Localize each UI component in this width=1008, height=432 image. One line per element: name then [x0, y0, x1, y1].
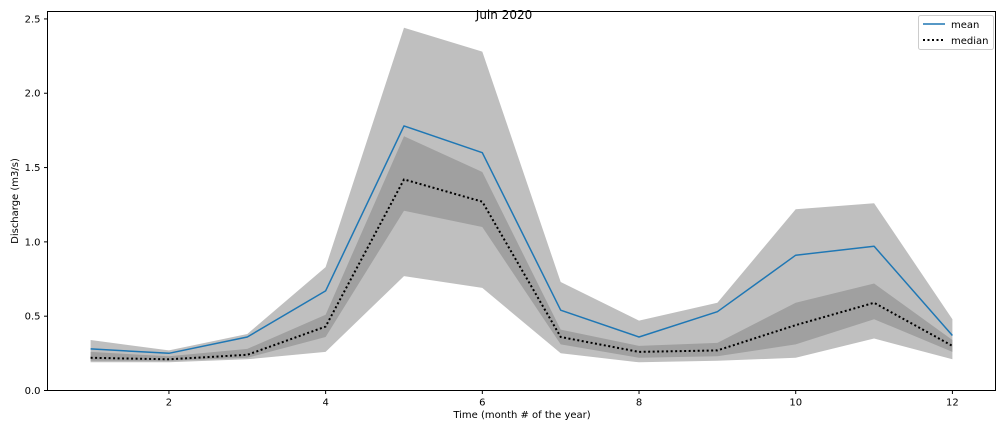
- y-tick-label-5: 2.5: [25, 14, 41, 25]
- x-tick-label-6: 6: [479, 398, 485, 409]
- series-line-mean: [90, 125, 953, 355]
- x-tick-label-4: 4: [322, 398, 328, 409]
- lines-layer: [90, 125, 953, 361]
- y-tick-label-1: 0.5: [25, 312, 41, 323]
- legend-median-label: median: [951, 36, 989, 47]
- x-tick-label-8: 8: [636, 398, 642, 409]
- bands-layer: [90, 27, 953, 363]
- plot-frame: [47, 11, 996, 391]
- x-axis: 2 4 6 8 10 12: [166, 390, 959, 409]
- band-0: [90, 27, 953, 363]
- x-axis-label: Time (month # of the year): [452, 410, 590, 421]
- y-tick-label-3: 1.5: [25, 163, 41, 174]
- x-tick-label-2: 2: [166, 398, 172, 409]
- y-axis-label: Discharge (m3/s): [10, 158, 21, 244]
- chart-title: Juin 2020: [475, 8, 532, 22]
- x-tick-label-12: 12: [946, 398, 959, 409]
- y-tick-label-4: 2.0: [25, 89, 41, 100]
- legend: mean median: [918, 15, 994, 50]
- legend-mean-label: mean: [951, 20, 979, 31]
- y-axis: 0.0 0.5 1.0 1.5 2.0 2.5: [25, 14, 48, 397]
- x-tick-label-10: 10: [789, 398, 802, 409]
- y-tick-label-0: 0.0: [25, 386, 41, 397]
- y-tick-label-2: 1.0: [25, 237, 41, 248]
